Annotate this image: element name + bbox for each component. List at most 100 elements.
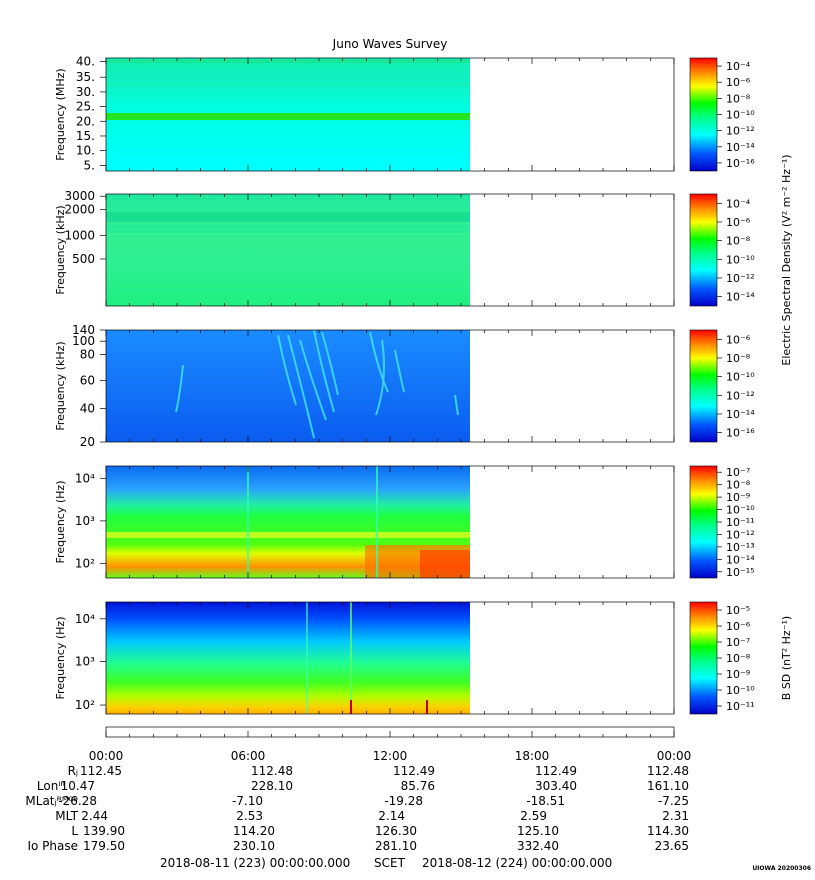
ephemeris-value: -26.28 [58, 794, 97, 808]
ephemeris-row: L 139.90 114.20 126.30 125.10 114.30 [0, 824, 815, 839]
ephemeris-value: 114.20 [233, 824, 275, 838]
ephemeris-label: Io Phase [27, 839, 78, 853]
y-tick-label: 80 [80, 348, 95, 362]
panel-hfr-high [105, 57, 675, 172]
ephemeris-value: 139.90 [83, 824, 125, 838]
colorbar-tick-label: 10⁻¹⁴ [726, 141, 755, 154]
ephemeris-value: 112.49 [535, 764, 577, 778]
colorbar-tick-label: 10⁻⁶ [726, 76, 751, 89]
colorbar-tick-label: 10⁻¹⁴ [726, 553, 755, 566]
footer-scet-label: SCET [374, 856, 405, 870]
colorbar-tick-label: 10⁻⁷ [726, 636, 750, 649]
colorbar-tick-label: 10⁻⁶ [726, 620, 751, 633]
y-tick-label: 20 [80, 435, 95, 449]
ephemeris-value: 2.31 [662, 809, 689, 823]
y-tick-label: 2000 [64, 203, 95, 217]
y-axis-label: Frequency (kHz) [54, 205, 67, 294]
colorbar-tick-label: 10⁻⁶ [726, 333, 751, 346]
y-tick-label: 5. [84, 158, 95, 172]
ephemeris-value: 161.10 [647, 779, 689, 793]
ephemeris-label: MLT [55, 809, 78, 823]
panel-lfr-high [105, 329, 675, 443]
watermark: UIOWA 20200306 [752, 865, 811, 872]
colorbar-1 [689, 57, 718, 172]
y-tick-label: 140 [72, 323, 95, 337]
emission-band [106, 60, 470, 63]
colorbar-tick-label: 10⁻¹⁵ [726, 566, 755, 579]
colorbar-tick-label: 10⁻¹⁴ [726, 408, 755, 421]
emission-band [106, 212, 470, 222]
ephemeris-label: Rⱼ [67, 764, 78, 778]
y-axis-label: Frequency (Hz) [54, 617, 67, 700]
colorbar-tick-label: 10⁻¹⁰ [726, 371, 755, 384]
y-axis-label: Frequency (Hz) [54, 481, 67, 564]
colorbar-tick-label: 10⁻⁸ [726, 352, 751, 365]
ephemeris-value: 303.40 [535, 779, 577, 793]
emission-band [420, 550, 470, 578]
y-tick-label: 60 [80, 373, 95, 387]
colorbar-tick-label: 10⁻¹² [726, 389, 755, 402]
spectrogram-image [106, 194, 470, 306]
ephemeris-value: 10.47 [60, 779, 95, 793]
colorbars [689, 57, 718, 715]
y-tick-label: 40. [76, 54, 95, 68]
ephemeris-value: 112.45 [80, 764, 122, 778]
ephemeris-row: MLatⱼᴿᴹ⁰⁹ -26.28 -7.10 -19.28 -18.51 -7.… [0, 794, 815, 809]
footer-end-time: 2018-08-12 (224) 00:00:00.000 [422, 856, 613, 870]
ephemeris-value: 114.30 [647, 824, 689, 838]
colorbar-tick-label: 10⁻⁶ [726, 216, 751, 229]
panel-lfr-low-electric [105, 465, 675, 579]
colorbar-tick-label: 10⁻⁸ [726, 235, 751, 248]
ephemeris-value: 112.49 [393, 764, 435, 778]
ephemeris-value: 332.40 [517, 839, 559, 853]
emission-band [106, 225, 470, 233]
y-tick-label: 10. [76, 144, 95, 158]
colorbar-tick-label: 10⁻¹³ [726, 541, 755, 554]
colorbar-tick-label: 10⁻⁹ [726, 491, 750, 504]
ephemeris-value: 85.76 [400, 779, 435, 793]
ephemeris-row: Lonᴵᴵᴵ 10.47 228.10 85.76 303.40 161.10 [0, 779, 815, 794]
y-tick-label: 20. [76, 114, 95, 128]
colorbar-tick-label: 10⁻⁴ [726, 60, 751, 73]
y-tick-label: 100 [72, 334, 95, 348]
colorbar-tick-label: 10⁻¹⁶ [726, 157, 755, 170]
ephemeris-value: 23.65 [654, 839, 689, 853]
colorbar-label-magnetic: B SD (nT² Hz⁻¹) [780, 616, 793, 700]
colorbar-tick-label: 10⁻⁷ [726, 466, 750, 479]
ephemeris-row: Io Phase 179.50 230.10 281.10 332.40 23.… [0, 839, 815, 854]
time-tick-label: 12:00 [372, 749, 408, 763]
ephemeris-value: 112.48 [647, 764, 689, 778]
y-tick-label: 10³ [75, 514, 95, 528]
ephemeris-value: 125.10 [517, 824, 559, 838]
colorbar-tick-label: 10⁻¹⁰ [726, 504, 755, 517]
emission-band [106, 84, 470, 86]
colorbar-tick-label: 10⁻¹¹ [726, 700, 755, 713]
ephemeris-row: Rⱼ 112.45 112.48 112.49 112.49 112.48 [0, 764, 815, 779]
time-tick-label: 18:00 [514, 749, 550, 763]
ephemeris-value: 230.10 [233, 839, 275, 853]
colorbar-tick-label: 10⁻¹⁰ [726, 684, 755, 697]
ephemeris-label: MLatⱼᴿᴹ⁰⁹ [25, 794, 78, 808]
colorbar-tick-label: 10⁻¹⁴ [726, 291, 755, 304]
ephemeris-value: 2.53 [236, 809, 263, 823]
colorbar-tick-label: 10⁻⁸ [726, 92, 751, 105]
y-tick-label: 500 [72, 252, 95, 266]
time-axis-labels: 00:00 06:00 12:00 18:00 00:00 [0, 749, 815, 764]
colorbar-label-electric: Electric Spectral Density (V² m⁻² Hz⁻¹) [780, 154, 793, 365]
ephemeris-value: 2.44 [81, 809, 108, 823]
ephemeris-value: 126.30 [375, 824, 417, 838]
y-tick-label: 15. [76, 129, 95, 143]
colorbar-tick-label: 10⁻⁸ [726, 479, 751, 492]
y-tick-label: 30. [76, 85, 95, 99]
panel-hfr-low [105, 193, 675, 307]
colorbar-tick-label: 10⁻¹² [726, 125, 755, 138]
y-tick-label: 10⁴ [75, 612, 95, 626]
panel-lfr-low-magnetic [105, 601, 675, 715]
y-tick-label: 1000 [64, 228, 95, 242]
y-tick-label: 40 [80, 401, 95, 415]
ephemeris-value: -19.28 [384, 794, 423, 808]
y-tick-label: 10³ [75, 654, 95, 668]
time-tick-label: 00:00 [88, 749, 124, 763]
spectrogram-image [106, 602, 470, 714]
colorbar-4 [689, 465, 718, 579]
